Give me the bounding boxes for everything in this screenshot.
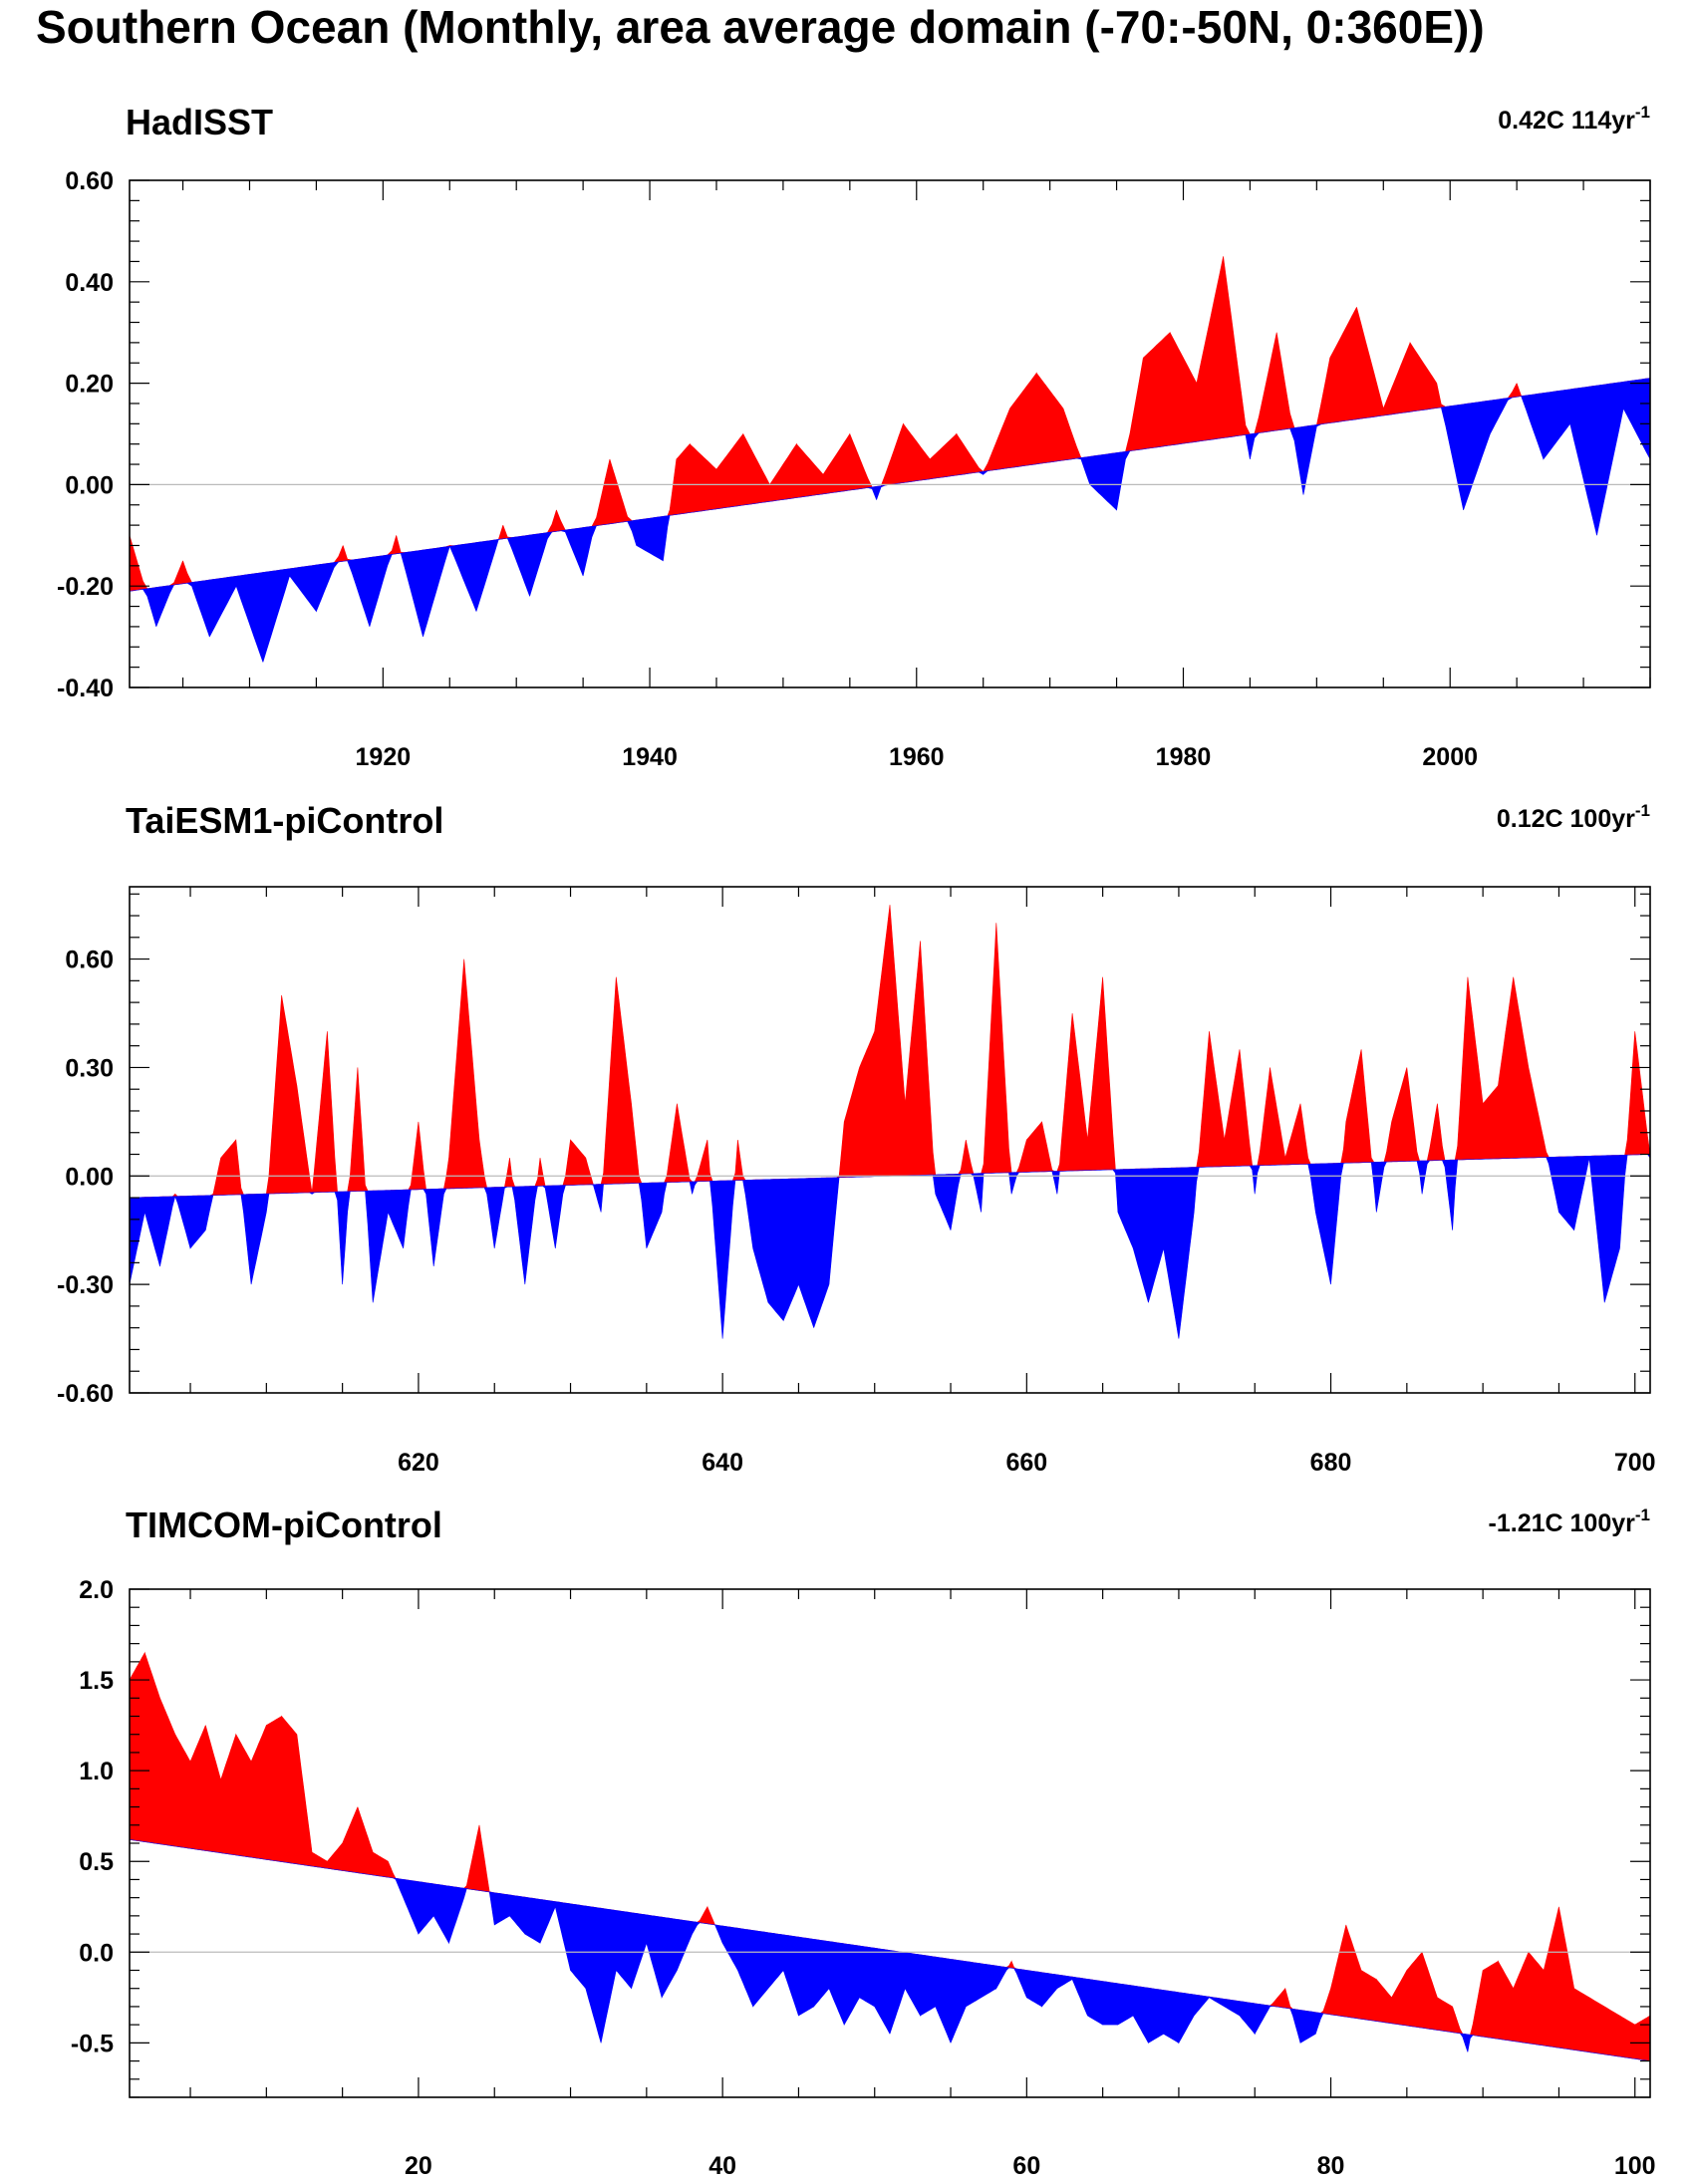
x-tick-label: 40 [708,2152,736,2180]
series-below-trend [130,1154,1650,1339]
panel-2: -0.60 -0.30 0.00 0.30 0.60 620 640 660 680 700 Tai… [57,800,1656,1477]
y-tick-label: 0.60 [65,167,114,195]
y-tick-label: 2.0 [79,1576,114,1604]
x-tick-label: 660 [1005,1449,1047,1477]
x-tick-label: 80 [1317,2152,1345,2180]
trend-label: 0.42C 114yr-1 [1498,103,1650,135]
plot-frame [129,886,1651,1394]
x-tick-label: 2000 [1422,743,1478,771]
x-tick-label: 640 [702,1449,743,1477]
panel-1: -0.40 -0.20 0.00 0.20 0.40 0.60 1920 1940 1960 19… [57,102,1651,771]
y-tick-label: 0.00 [65,1163,114,1191]
x-tick-label: 1920 [356,743,412,771]
x-tick-label: 1940 [622,743,678,771]
y-tick-label: -0.40 [57,675,114,702]
series-below-trend [130,378,1650,663]
y-tick-label: 0.30 [65,1054,114,1082]
series-above-trend [130,256,1650,592]
y-tick-label: 0.40 [65,269,114,297]
x-tick-label: 20 [405,2152,432,2180]
x-tick-label: 60 [1012,2152,1040,2180]
y-tick-label: -0.30 [57,1271,114,1299]
y-tick-label: -0.20 [57,573,114,601]
y-tick-label: 1.5 [79,1667,114,1695]
x-tick-label: 100 [1614,2152,1656,2180]
y-tick-label: 0.00 [65,471,114,499]
x-tick-label: 700 [1614,1449,1656,1477]
panel-3: -0.5 0.0 0.5 1.0 1.5 2.0 20 40 60 80 100 TIMCOM-piC… [71,1504,1656,2180]
trend-label: -1.21C 100yr-1 [1489,1505,1650,1537]
y-tick-label: -0.5 [71,2030,114,2057]
trend-label: 0.12C 100yr-1 [1497,801,1650,833]
x-tick-label: 1980 [1156,743,1212,771]
y-tick-label: 0.20 [65,371,114,399]
x-tick-label: 680 [1310,1449,1352,1477]
series-below-trend [130,1839,1650,2061]
panel-title: TaiESM1-piControl [126,800,443,841]
panel-title: TIMCOM-piControl [126,1504,442,1545]
figure-title: Southern Ocean (Monthly, area average do… [36,1,1485,53]
y-tick-label: 0.60 [65,947,114,974]
y-tick-label: 1.0 [79,1758,114,1785]
y-tick-label: 0.0 [79,1939,114,1967]
x-tick-label: 1960 [889,743,945,771]
panel-title: HadISST [126,102,273,142]
x-tick-label: 620 [398,1449,439,1477]
y-tick-label: 0.5 [79,1848,114,1876]
series-above-trend [130,905,1650,1199]
y-tick-label: -0.60 [57,1380,114,1408]
plot-frame [129,179,1651,688]
